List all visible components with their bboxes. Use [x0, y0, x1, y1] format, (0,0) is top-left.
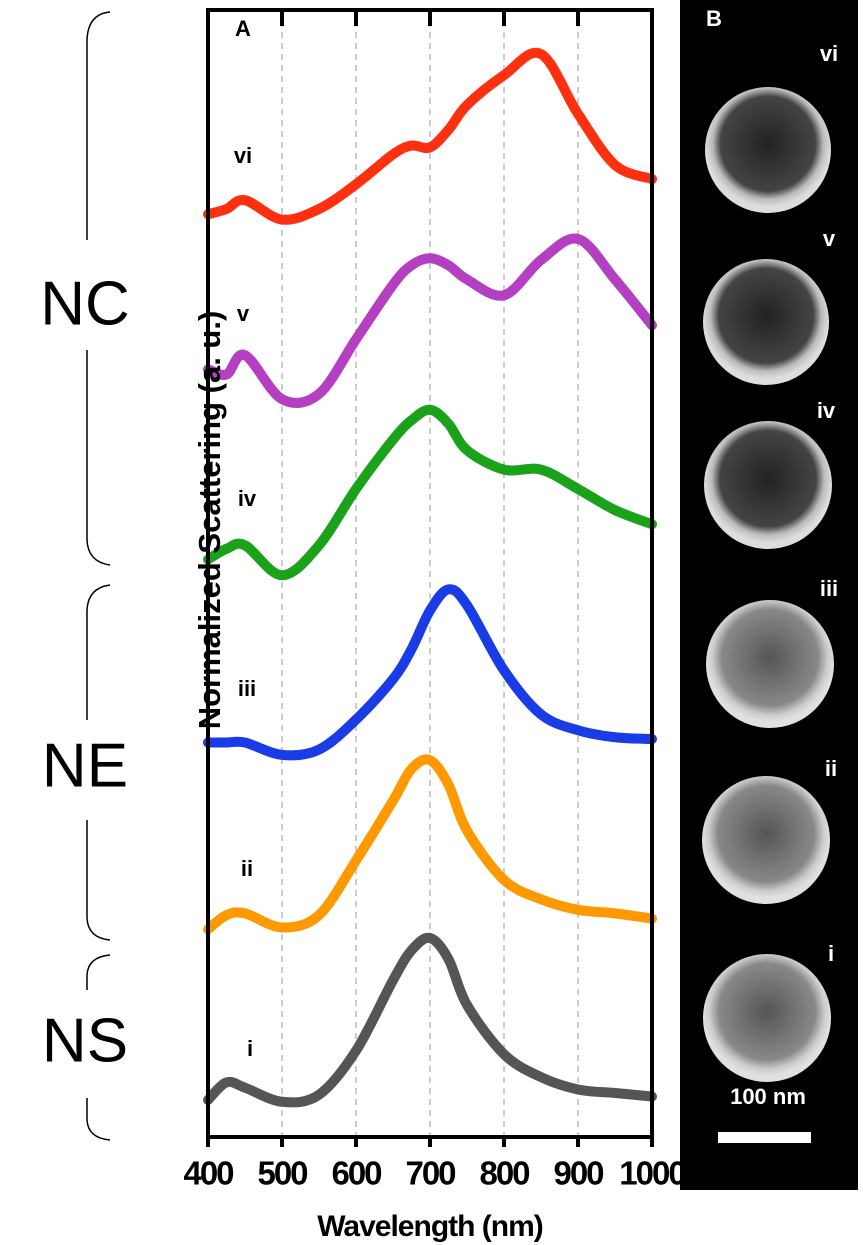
- brace: [86, 584, 111, 720]
- particle: [705, 87, 831, 213]
- y-axis-label: Normalized Scattering (a. u.): [192, 311, 227, 730]
- x-tick-label: 500: [257, 1155, 307, 1192]
- particle-label: v: [823, 226, 836, 251]
- panel-label: A: [235, 16, 251, 41]
- particle-label: ii: [825, 756, 837, 781]
- series-label: iii: [238, 676, 256, 701]
- scale-bar-label: 100 nm: [730, 1084, 806, 1109]
- x-tick-label: 800: [479, 1155, 529, 1192]
- brace: [86, 820, 111, 941]
- x-tick-label: 900: [553, 1155, 603, 1192]
- spectrum: [203, 47, 657, 225]
- scale-bar: [718, 1132, 811, 1143]
- series-label: v: [237, 301, 250, 326]
- spectrum: [203, 584, 657, 761]
- particles: [702, 87, 834, 1082]
- particle: [704, 421, 832, 549]
- plot-frame: [206, 8, 654, 1139]
- particle-label: iv: [817, 398, 836, 423]
- particle-label: vi: [820, 41, 838, 66]
- panel-label: B: [706, 6, 722, 31]
- group-label: NE: [42, 731, 128, 800]
- spectrum: [203, 233, 657, 408]
- particle-label: iii: [820, 576, 838, 601]
- series-label: i: [247, 1036, 253, 1061]
- brace: [86, 11, 111, 240]
- series-label: iv: [238, 486, 257, 511]
- brace: [86, 1098, 111, 1141]
- particle: [706, 600, 834, 728]
- particle: [702, 776, 830, 904]
- brace: [86, 954, 111, 990]
- series-label: ii: [241, 856, 253, 881]
- group-label: NC: [40, 269, 130, 338]
- x-tick-label: 1000: [619, 1155, 685, 1192]
- group-braces: [86, 11, 111, 1141]
- spectrum: [203, 404, 657, 581]
- x-tick-label: 400: [183, 1155, 233, 1192]
- x-tick-label: 600: [331, 1155, 381, 1192]
- particle: [703, 259, 829, 385]
- plot: [203, 10, 657, 1147]
- x-axis-label: Wavelength (nm): [317, 1210, 543, 1243]
- brace: [86, 350, 111, 566]
- particle: [703, 954, 831, 1082]
- x-tick-label: 700: [405, 1155, 455, 1192]
- spectrum: [203, 932, 657, 1108]
- spectrum: [203, 754, 657, 935]
- particle-label: i: [828, 941, 834, 966]
- series-label: vi: [234, 143, 252, 168]
- group-label: NS: [42, 1006, 128, 1075]
